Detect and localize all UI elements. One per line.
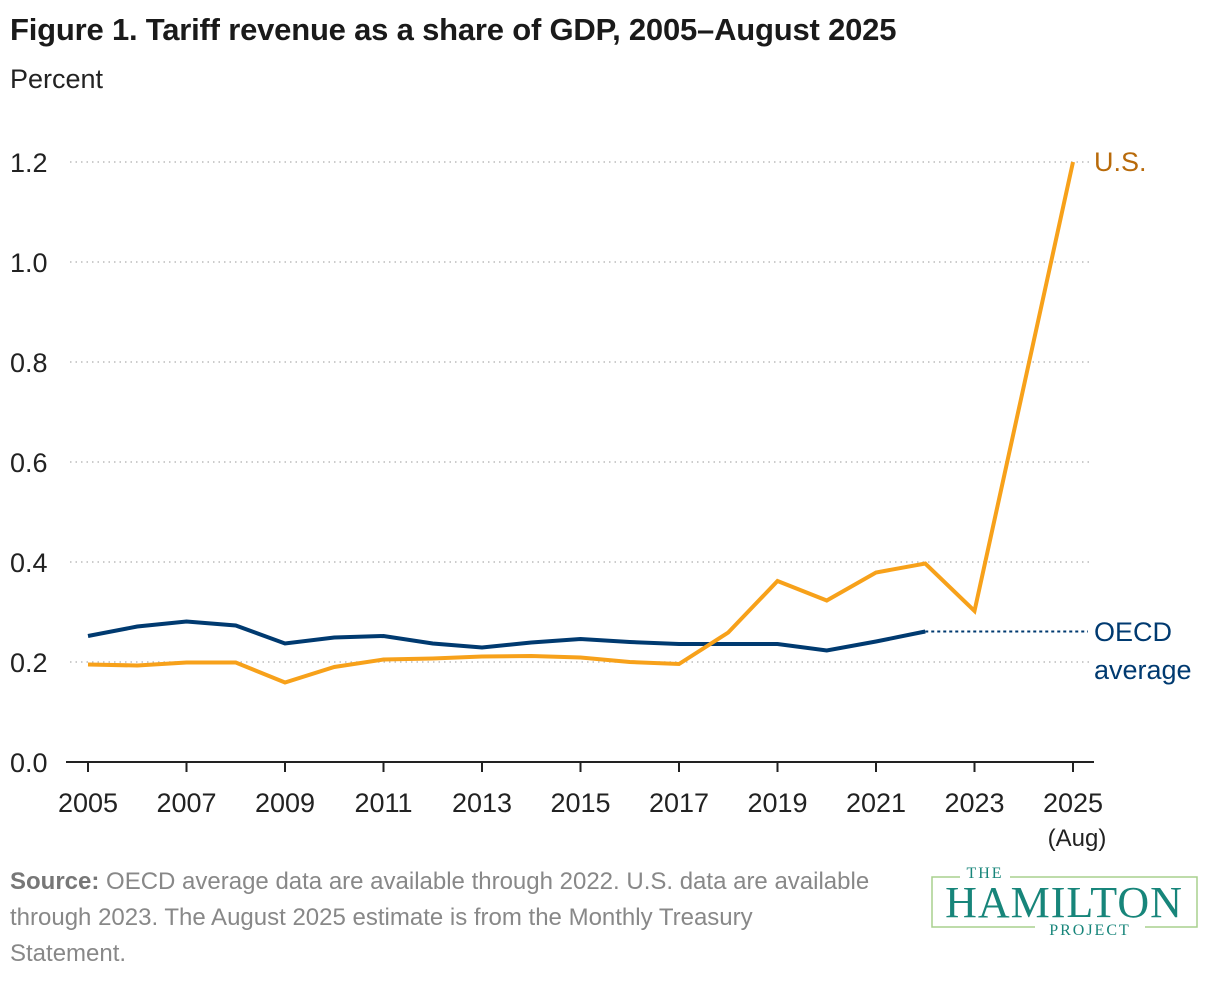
oecd-series-label: average [1094,655,1192,685]
x-tick-label: 2017 [649,788,709,818]
us-series-line [87,161,1075,685]
source-text: OECD average data are available through … [10,868,870,967]
us-series-label: U.S. [1094,147,1147,177]
source-label: Source: [10,868,100,895]
svg-text:THE: THE [966,865,1003,882]
x-tick-label: 2005 [58,788,118,818]
x-tick-label: 2009 [255,788,315,818]
x-tick-label: 2023 [944,788,1004,818]
hamilton-project-logo: THE HAMILTON PROJECT [931,864,1198,939]
line-chart: 0.0 0.2 0.4 0.6 0.8 1.0 1.2 2005 2007 2009 2011 201… [10,147,1192,852]
x-tick-label: 2021 [846,788,906,818]
x-tick-label: 2007 [156,788,216,818]
x-tick-label: 2011 [354,788,412,818]
y-axis-unit-label: Percent [10,64,104,94]
svg-text:PROJECT: PROJECT [1049,922,1131,939]
svg-text:HAMILTON: HAMILTON [945,878,1183,927]
y-tick-label: 0.2 [10,648,48,678]
x-tick-label: 2015 [550,788,610,818]
oecd-series-label: OECD [1094,617,1172,647]
y-tick-label: 1.2 [10,148,48,178]
x-tick-label: 2019 [747,788,807,818]
x-tick-label: 2025 [1043,788,1103,818]
y-tick-label: 0.8 [10,348,48,378]
y-tick-label: 0.0 [10,748,48,778]
source-note: Source: OECD average data are available … [10,864,870,972]
x-tick-sublabel: (Aug) [1048,825,1107,852]
x-tick-label: 2013 [452,788,512,818]
oecd-series-line [87,619,926,653]
y-tick-label: 0.6 [10,448,48,478]
y-tick-label: 0.4 [10,548,48,578]
y-tick-label: 1.0 [10,248,48,278]
chart-title: Figure 1. Tariff revenue as a share of G… [10,12,897,47]
